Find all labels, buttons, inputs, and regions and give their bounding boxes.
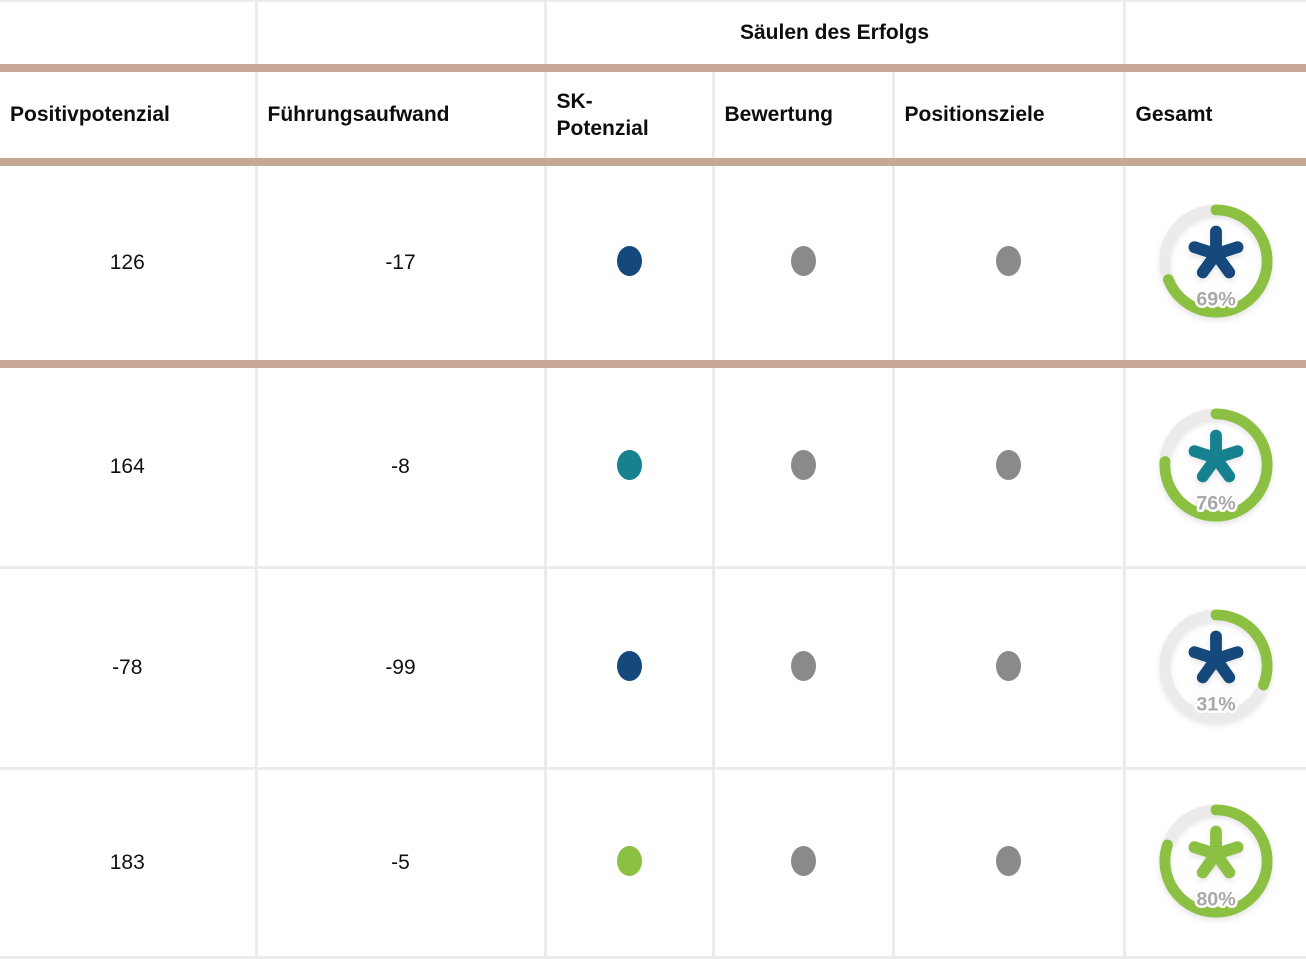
- gauge-progress-arc: [1159, 608, 1273, 723]
- column-header-sk-potenzial: SK-Potenzial: [543, 68, 715, 166]
- bewertung-cell: [711, 567, 895, 770]
- gesamt-cell: 76%: [1122, 364, 1306, 569]
- fuehrungsaufwand-value: -99: [254, 567, 547, 770]
- table-row: 164 -8 76%: [0, 364, 1306, 569]
- gauge-progress-arc: [1159, 803, 1273, 918]
- sk-potenzial-dot-icon: [616, 449, 642, 480]
- bewertung-dot-icon: [790, 245, 816, 276]
- column-header-fuehrungsaufwand: Führungsaufwand: [254, 68, 547, 166]
- positionsziele-cell: [891, 162, 1126, 368]
- gesamt-gauge: 31%: [1157, 607, 1275, 725]
- bewertung-dot-icon: [790, 650, 816, 681]
- bewertung-dot-icon: [790, 449, 816, 480]
- column-header-positivpotenzial: Positivpotenzial: [0, 68, 258, 166]
- gauge-percent-label: 31%: [1196, 693, 1235, 715]
- gesamt-cell: 69%: [1122, 162, 1306, 368]
- bewertung-cell: [711, 364, 895, 569]
- positivpotenzial-value: 126: [0, 162, 258, 368]
- bewertung-cell: [711, 768, 895, 959]
- gesamt-cell: 31%: [1122, 567, 1306, 770]
- group-header-empty-fuehrungsaufwand: [254, 0, 547, 72]
- positionsziele-dot-icon: [996, 245, 1021, 276]
- gauge-progress-arc: [1159, 203, 1273, 318]
- column-header-gesamt: Gesamt: [1122, 68, 1306, 166]
- gesamt-gauge: 69%: [1157, 202, 1275, 320]
- positionsziele-dot-icon: [996, 845, 1021, 876]
- sk-potenzial-cell: [543, 768, 715, 959]
- positionsziele-cell: [891, 567, 1126, 770]
- asterisk-icon: [1188, 429, 1244, 482]
- sk-potenzial-cell: [543, 567, 715, 770]
- positionsziele-dot-icon: [996, 449, 1021, 480]
- positionsziele-cell: [891, 364, 1126, 569]
- gesamt-gauge: 76%: [1157, 406, 1275, 524]
- positivpotenzial-value: 164: [0, 364, 258, 569]
- sk-potenzial-dot-icon: [616, 650, 642, 681]
- column-header-positionsziele: Positionsziele: [891, 68, 1126, 166]
- bewertung-dot-icon: [790, 845, 816, 876]
- fuehrungsaufwand-value: -5: [254, 768, 547, 959]
- column-header-bewertung: Bewertung: [711, 68, 895, 166]
- table-row: -78 -99 31%: [0, 567, 1306, 770]
- group-header-empty-positivpotenzial: [0, 0, 258, 72]
- asterisk-icon: [1188, 825, 1244, 878]
- sk-potenzial-dot-icon: [616, 245, 642, 276]
- group-header-row: Säulen des Erfolgs: [0, 0, 1306, 72]
- gesamt-cell: 80%: [1122, 768, 1306, 959]
- gauge-percent-label: 80%: [1196, 888, 1235, 910]
- group-header-saeulen-des-erfolgs: Säulen des Erfolgs: [543, 0, 1126, 72]
- positionsziele-cell: [891, 768, 1126, 959]
- positivpotenzial-value: 183: [0, 768, 258, 959]
- bewertung-cell: [711, 162, 895, 368]
- table-row: 126 -17 69%: [0, 162, 1306, 368]
- positivpotenzial-value: -78: [0, 567, 258, 770]
- gauge-percent-label: 69%: [1196, 288, 1235, 310]
- asterisk-icon: [1188, 225, 1244, 278]
- asterisk-icon: [1188, 630, 1244, 683]
- sk-potenzial-dot-icon: [616, 845, 642, 876]
- group-header-label: Säulen des Erfolgs: [739, 21, 930, 44]
- gesamt-gauge: 80%: [1157, 802, 1275, 920]
- table-row: 183 -5 80%: [0, 768, 1306, 959]
- fuehrungsaufwand-value: -17: [254, 162, 547, 368]
- fuehrungsaufwand-value: -8: [254, 364, 547, 569]
- sk-potenzial-cell: [543, 162, 715, 368]
- positionsziele-dot-icon: [996, 650, 1021, 681]
- gauge-percent-label: 76%: [1196, 492, 1235, 514]
- sk-potenzial-cell: [543, 364, 715, 569]
- group-header-empty-gesamt: [1122, 0, 1306, 72]
- column-header-row: Positivpotenzial Führungsaufwand SK-Pote…: [0, 68, 1306, 166]
- gauge-progress-arc: [1159, 407, 1273, 522]
